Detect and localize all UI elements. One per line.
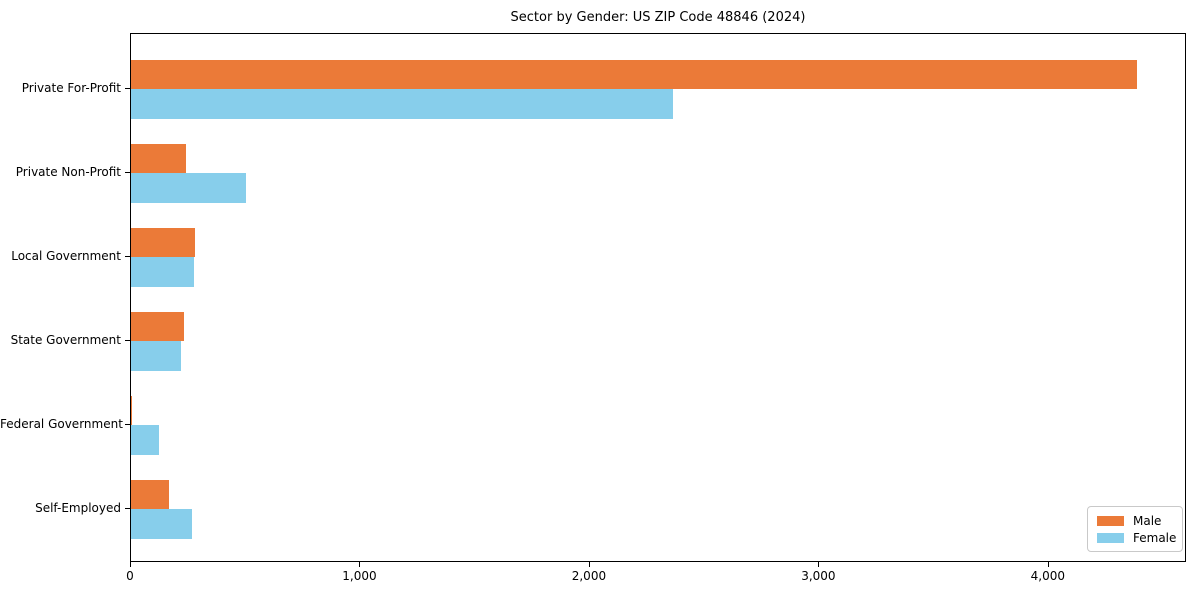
- y-tick-mark: [125, 424, 130, 425]
- bar-female: [131, 89, 673, 119]
- legend-swatch-male: [1097, 516, 1124, 526]
- bar-female: [131, 509, 192, 539]
- x-tick-label: 0: [126, 569, 134, 583]
- legend-label-female: Female: [1133, 531, 1177, 545]
- legend-swatch-female: [1097, 533, 1124, 543]
- legend-label-male: Male: [1133, 514, 1162, 528]
- y-tick-label: Local Government: [11, 249, 121, 263]
- y-tick-label: Federal Government: [0, 417, 123, 431]
- bar-male: [131, 227, 196, 257]
- y-tick-mark: [125, 340, 130, 341]
- y-tick-label: State Government: [10, 333, 121, 347]
- y-tick-mark: [125, 256, 130, 257]
- y-tick-mark: [125, 508, 130, 509]
- x-tick-mark: [818, 562, 820, 567]
- y-tick-mark: [125, 88, 130, 89]
- x-tick-mark: [588, 562, 590, 567]
- chart-title: Sector by Gender: US ZIP Code 48846 (202…: [510, 10, 806, 25]
- legend: Male Female: [1087, 506, 1183, 552]
- x-tick-mark: [359, 562, 361, 567]
- y-tick-label: Private Non-Profit: [15, 165, 121, 179]
- x-tick-label: 1,000: [342, 569, 377, 583]
- plot-area: [130, 33, 1186, 562]
- bar-male: [131, 311, 185, 341]
- legend-item-male: Male: [1097, 514, 1174, 528]
- bar-male: [131, 395, 132, 425]
- x-tick-mark: [1047, 562, 1049, 567]
- y-tick-label: Private For-Profit: [21, 81, 121, 95]
- x-tick-label: 4,000: [1030, 569, 1066, 583]
- y-tick-label: Self-Employed: [35, 501, 121, 515]
- x-tick-mark: [130, 562, 131, 567]
- y-tick-mark: [125, 172, 130, 173]
- bar-female: [131, 257, 195, 287]
- legend-item-female: Female: [1097, 531, 1177, 545]
- bar-male: [131, 143, 186, 173]
- x-tick-label: 2,000: [571, 569, 607, 583]
- bar-female: [131, 173, 247, 203]
- bar-male: [131, 479, 169, 509]
- x-tick-label: 3,000: [801, 569, 836, 583]
- bar-female: [131, 341, 181, 371]
- bar-male: [131, 59, 1137, 89]
- bar-female: [131, 425, 159, 455]
